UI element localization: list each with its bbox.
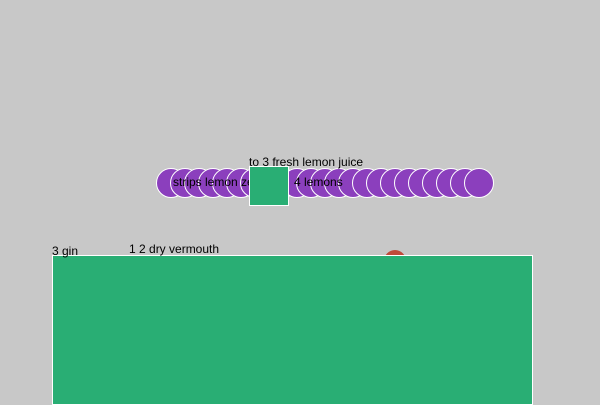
green-square-block[interactable] — [249, 166, 289, 206]
label-fresh-lemon-juice: to 3 fresh lemon juice — [249, 155, 364, 169]
label-4-lemons: 4 lemons — [294, 175, 343, 189]
label-strips-lemon-zest: strips lemon zest — [173, 175, 264, 189]
label-gin: 3 gin — [52, 244, 79, 258]
label-dry-vermouth: 1 2 dry vermouth — [129, 242, 220, 256]
green-large-block[interactable] — [52, 255, 533, 405]
purple-circle — [464, 168, 494, 198]
